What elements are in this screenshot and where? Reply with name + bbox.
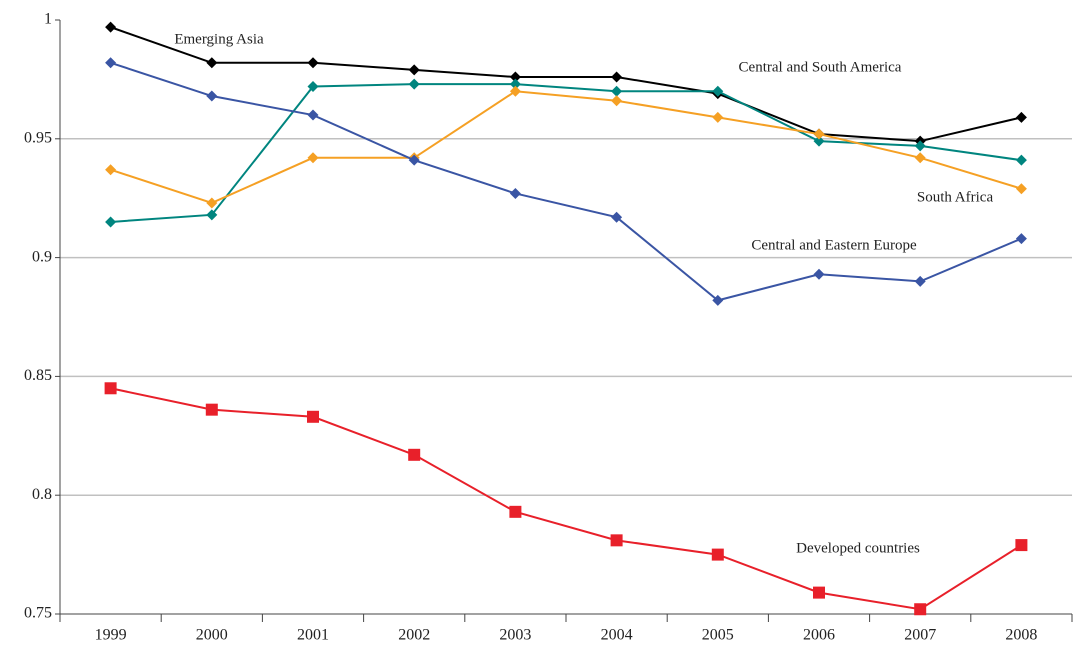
marker: [408, 64, 420, 76]
marker: [206, 209, 218, 221]
marker: [307, 152, 319, 164]
marker: [712, 111, 724, 123]
marker: [408, 154, 420, 166]
marker: [307, 109, 319, 121]
series-label: Central and South America: [739, 59, 902, 75]
x-tick-label: 2002: [398, 627, 430, 644]
x-tick-label: 2007: [904, 627, 936, 644]
y-tick-label: 0.75: [24, 605, 52, 622]
marker: [105, 164, 117, 176]
marker: [509, 85, 521, 97]
marker: [105, 57, 117, 69]
y-tick-label: 0.95: [24, 129, 52, 146]
marker: [611, 71, 623, 83]
series-line: [110, 387, 1022, 611]
marker: [509, 505, 522, 518]
x-tick-label: 2003: [499, 627, 531, 644]
x-tick-label: 2006: [803, 627, 835, 644]
marker: [914, 275, 926, 287]
marker: [712, 85, 724, 97]
series-line: [110, 83, 1022, 223]
marker: [914, 152, 926, 164]
x-tick-label: 2000: [196, 627, 228, 644]
marker: [1015, 539, 1028, 552]
x-tick-label: 2008: [1005, 627, 1037, 644]
marker: [509, 71, 521, 83]
marker: [1015, 183, 1027, 195]
marker: [712, 294, 724, 306]
marker: [611, 85, 623, 97]
marker: [813, 135, 825, 147]
marker: [205, 403, 218, 416]
x-tick-label: 2001: [297, 627, 329, 644]
marker: [307, 57, 319, 69]
y-tick-label: 0.9: [32, 248, 52, 265]
marker: [914, 140, 926, 152]
marker: [206, 90, 218, 102]
marker: [206, 197, 218, 209]
series-line: [110, 90, 1022, 205]
marker: [611, 211, 623, 223]
marker: [307, 410, 319, 423]
marker: [105, 21, 117, 33]
marker: [104, 382, 117, 395]
marker: [408, 78, 420, 90]
marker: [914, 603, 927, 616]
marker: [610, 534, 623, 547]
marker: [206, 57, 218, 69]
y-tick-label: 0.85: [24, 367, 52, 384]
marker: [1015, 154, 1027, 166]
marker: [813, 586, 825, 599]
marker: [509, 78, 521, 90]
marker: [813, 268, 825, 280]
series-line: [110, 26, 1022, 143]
series-label: Emerging Asia: [174, 31, 264, 47]
y-tick-label: 1: [44, 11, 52, 28]
marker: [1015, 111, 1027, 123]
y-tick-label: 0.8: [32, 486, 52, 503]
series-line: [110, 61, 1022, 302]
series-label: Developed countries: [796, 540, 920, 556]
series-label: Central and Eastern Europe: [751, 237, 917, 253]
marker: [105, 216, 117, 228]
x-tick-label: 1999: [95, 627, 127, 644]
marker: [509, 187, 521, 199]
marker: [1015, 233, 1027, 245]
marker: [611, 95, 623, 107]
marker: [307, 81, 319, 93]
x-tick-label: 2005: [702, 627, 734, 644]
x-tick-label: 2004: [601, 627, 633, 644]
marker: [408, 448, 421, 461]
marker: [711, 548, 724, 561]
series-label: South Africa: [917, 189, 994, 205]
marker: [813, 128, 825, 140]
